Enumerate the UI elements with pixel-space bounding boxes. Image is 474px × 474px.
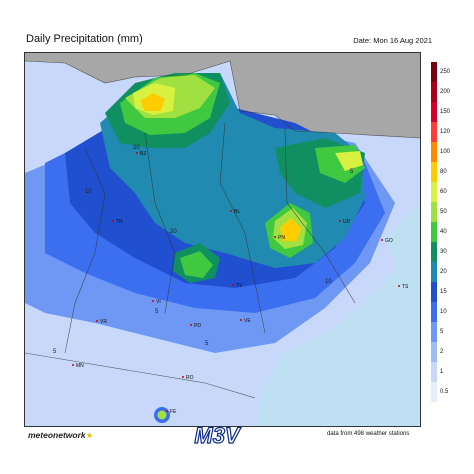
- value-label: 5: [53, 349, 57, 355]
- value-label: 5: [155, 309, 159, 315]
- colorbar-tick: 1: [440, 369, 444, 375]
- colorbar-swatch: [431, 102, 437, 123]
- city-label: TN: [116, 219, 123, 225]
- date-label: Date: Mon 16 Aug 2021: [353, 36, 432, 45]
- colorbar-swatch: [431, 142, 437, 163]
- colorbar-labels: 250 200 150 120 100 80 60 50 40 30 20 15 10 5 2 1 0.5: [440, 62, 470, 402]
- colorbar-tick: 150: [440, 109, 451, 115]
- colorbar-tick: 50: [440, 209, 447, 215]
- city-label: VR: [100, 319, 107, 325]
- colorbar-swatch: [431, 262, 437, 283]
- colorbar-tick: 250: [440, 69, 451, 75]
- colorbar-swatch: [431, 222, 437, 243]
- value-label: 20: [170, 229, 177, 235]
- colorbar-tick: 30: [440, 249, 447, 255]
- outside-region: [25, 53, 420, 138]
- colorbar-swatch: [431, 302, 437, 323]
- colorbar: [431, 62, 437, 402]
- city-label: MN: [76, 363, 84, 369]
- value-label: 5: [205, 341, 209, 347]
- city-label: TS: [402, 284, 409, 290]
- star-icon: ★: [85, 430, 94, 440]
- colorbar-swatch: [431, 182, 437, 203]
- colorbar-swatch: [431, 122, 437, 143]
- page-title: Daily Precipitation (mm): [26, 33, 143, 45]
- precipitation-map: BZ TN BL PN UD GO TS TV VI VR PD VE MN R…: [24, 52, 421, 427]
- city-label: PD: [194, 323, 201, 329]
- city-label: UD: [343, 219, 351, 225]
- city-label: FE: [170, 409, 177, 415]
- value-label: 10: [325, 279, 332, 285]
- colorbar-tick: 60: [440, 189, 447, 195]
- colorbar-swatch: [431, 162, 437, 183]
- colorbar-tick: 40: [440, 229, 447, 235]
- colorbar-tick: 5: [440, 329, 444, 335]
- city-label: GO: [385, 238, 393, 244]
- colorbar-tick: 15: [440, 289, 447, 295]
- value-label: 5: [350, 169, 354, 175]
- colorbar-tick: 80: [440, 169, 447, 175]
- logo-text: M3V: [194, 424, 242, 446]
- colorbar-tick: 120: [440, 129, 451, 135]
- colorbar-swatch: [431, 322, 437, 343]
- colorbar-tick: 0.5: [440, 389, 449, 395]
- city-label: VI: [156, 299, 161, 305]
- colorbar-tick: 10: [440, 309, 447, 315]
- colorbar-swatch: [431, 382, 437, 402]
- colorbar-swatch: [431, 62, 437, 83]
- m3v-logo: M3V: [194, 424, 243, 446]
- brand-text: meteonetwork: [28, 430, 86, 440]
- city-label: BZ: [140, 151, 146, 157]
- colorbar-swatch: [431, 82, 437, 103]
- value-label: 20: [133, 145, 140, 151]
- colorbar-swatch: [431, 242, 437, 263]
- colorbar-tick: 20: [440, 269, 447, 275]
- colorbar-swatch: [431, 202, 437, 223]
- stations-note: data from 498 weather stations: [327, 431, 410, 437]
- value-label: 10: [85, 189, 92, 195]
- city-label: TV: [236, 283, 243, 289]
- city-label: RO: [186, 375, 194, 381]
- city-label: PN: [278, 235, 285, 241]
- colorbar-swatch: [431, 282, 437, 303]
- colorbar-tick: 2: [440, 349, 444, 355]
- city-label: VE: [244, 318, 251, 324]
- colorbar-tick: 100: [440, 149, 451, 155]
- colorbar-swatch: [431, 342, 437, 363]
- colorbar-swatch: [431, 362, 437, 383]
- city-label: BL: [234, 209, 240, 215]
- meteonetwork-logo: meteonetwork★: [28, 430, 93, 441]
- colorbar-tick: 200: [440, 89, 451, 95]
